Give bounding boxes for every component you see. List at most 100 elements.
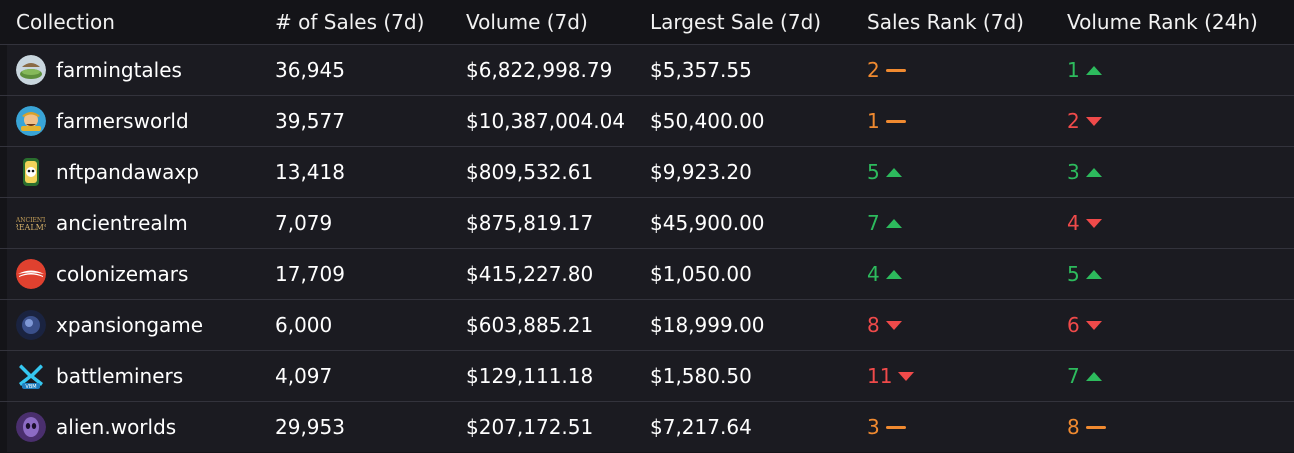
arrow-down-icon [1085, 218, 1102, 228]
largest-sale-value: $1,050.00 [650, 262, 752, 286]
sales-rank-cell: 5 [862, 147, 1062, 198]
arrow-up-icon [885, 167, 902, 177]
arrow-up-icon [885, 269, 902, 279]
table-row[interactable]: alien.worlds 29,953 $207,172.51 $7,217.6… [0, 401, 1294, 453]
collection-cell[interactable]: alien.worlds [0, 402, 270, 453]
arrow-up-icon [1085, 371, 1102, 381]
collection-name[interactable]: xpansiongame [56, 313, 204, 337]
collection-cell[interactable]: nftpandawaxp [0, 147, 270, 198]
sales-rank-number: 11 [867, 364, 893, 388]
ancient-realms-logo-icon: ANCIENTREALMS [16, 208, 46, 238]
farmingtales-logo-icon [16, 55, 46, 85]
collection-cell[interactable]: ANCIENTREALMS ancientrealm [0, 198, 270, 249]
battleminers-logo-icon: VBM [16, 361, 46, 391]
collection-name[interactable]: nftpandawaxp [56, 160, 199, 184]
volume-rank-cell: 6 [1062, 300, 1294, 351]
collection-cell[interactable]: farmersworld [0, 96, 270, 147]
volume-rank-cell: 2 [1062, 96, 1294, 147]
xpansion-logo-icon [16, 310, 46, 340]
no-change-icon [1085, 425, 1106, 429]
sales-count: 39,577 [275, 109, 345, 133]
header-largest-sale[interactable]: Largest Sale (7d) [650, 10, 822, 34]
collection-name[interactable]: colonizemars [56, 262, 189, 286]
table-background [7, 44, 1294, 452]
largest-sale-value: $45,900.00 [650, 211, 765, 235]
sales-rank-cell: 8 [862, 300, 1062, 351]
svg-text:VBM: VBM [25, 384, 36, 390]
volume-rank-number: 4 [1067, 211, 1080, 235]
table-row[interactable]: ANCIENTREALMS ancientrealm 7,079 $875,81… [0, 197, 1294, 249]
sales-rank-cell: 11 [862, 351, 1062, 402]
header-sales-rank[interactable]: Sales Rank (7d) [867, 10, 1024, 34]
arrow-up-icon [1085, 167, 1102, 177]
sales-rank-cell: 2 [862, 45, 1062, 96]
volume-rank-number: 5 [1067, 262, 1080, 286]
no-change-icon [885, 68, 906, 72]
volume-rank-cell: 7 [1062, 351, 1294, 402]
volume-rank-number: 8 [1067, 415, 1080, 440]
largest-sale-value: $9,923.20 [650, 160, 752, 184]
volume-rank-cell: 5 [1062, 249, 1294, 300]
collection-cell[interactable]: farmingtales [0, 45, 270, 96]
volume-rank-cell: 1 [1062, 45, 1294, 96]
volume-value: $10,387,004.04 [466, 109, 626, 133]
volume-value: $207,172.51 [466, 415, 594, 440]
collection-cell[interactable]: xpansiongame [0, 300, 270, 351]
arrow-down-icon [1085, 320, 1102, 330]
table-row[interactable]: colonizemars 17,709 $415,227.80 $1,050.0… [0, 248, 1294, 300]
arrow-down-icon [1085, 116, 1102, 126]
largest-sale-value: $18,999.00 [650, 313, 765, 337]
sales-rank-cell: 3 [862, 402, 1062, 453]
volume-value: $6,822,998.79 [466, 58, 613, 82]
sales-count: 17,709 [275, 262, 345, 286]
volume-rank-number: 7 [1067, 364, 1080, 388]
collection-cell[interactable]: colonizemars [0, 249, 270, 300]
sales-rank-cell: 1 [862, 96, 1062, 147]
sales-rank-number: 3 [867, 415, 880, 440]
colonizemars-logo-icon [16, 259, 46, 289]
collection-name[interactable]: battleminers [56, 364, 184, 388]
collection-name[interactable]: farmingtales [56, 58, 182, 82]
volume-value: $809,532.61 [466, 160, 594, 184]
arrow-down-icon [885, 320, 902, 330]
table-header-row: Collection # of Sales (7d) Volume (7d) L… [0, 0, 1294, 45]
header-volume[interactable]: Volume (7d) [466, 10, 588, 34]
collection-name[interactable]: farmersworld [56, 109, 189, 133]
header-background [0, 0, 1294, 44]
no-change-icon [885, 119, 906, 123]
volume-rank-number: 1 [1067, 58, 1080, 82]
sales-rank-number: 1 [867, 109, 880, 133]
sales-count: 36,945 [275, 58, 345, 82]
collection-name[interactable]: ancientrealm [56, 211, 188, 235]
farmersworld-logo-icon [16, 106, 46, 136]
svg-text:ANCIENT: ANCIENT [16, 217, 46, 224]
alienworlds-logo-icon [16, 412, 46, 443]
volume-rank-number: 2 [1067, 109, 1080, 133]
largest-sale-value: $50,400.00 [650, 109, 765, 133]
sales-rank-number: 5 [867, 160, 880, 184]
sales-rank-number: 7 [867, 211, 880, 235]
sales-rank-number: 2 [867, 58, 880, 82]
table-row[interactable]: VBM battleminers 4,097 $129,111.18 $1,58… [0, 350, 1294, 402]
collection-cell[interactable]: VBM battleminers [0, 351, 270, 402]
volume-rank-cell: 4 [1062, 198, 1294, 249]
table-row[interactable]: xpansiongame 6,000 $603,885.21 $18,999.0… [0, 299, 1294, 351]
header-volume-rank[interactable]: Volume Rank (24h) [1067, 10, 1258, 34]
collection-name[interactable]: alien.worlds [56, 415, 177, 440]
nftpanda-logo-icon [16, 157, 46, 187]
volume-value: $415,227.80 [466, 262, 594, 286]
table-row[interactable]: nftpandawaxp 13,418 $809,532.61 $9,923.2… [0, 146, 1294, 198]
table-row[interactable]: farmingtales 36,945 $6,822,998.79 $5,357… [0, 44, 1294, 96]
header-collection[interactable]: Collection [16, 10, 115, 34]
arrow-down-icon [898, 371, 915, 381]
arrow-up-icon [1085, 269, 1102, 279]
no-change-icon [885, 425, 906, 429]
table-row[interactable]: farmersworld 39,577 $10,387,004.04 $50,4… [0, 95, 1294, 147]
sales-rank-cell: 4 [862, 249, 1062, 300]
largest-sale-value: $7,217.64 [650, 415, 752, 440]
arrow-up-icon [885, 218, 902, 228]
header-sales[interactable]: # of Sales (7d) [275, 10, 425, 34]
volume-rank-cell: 3 [1062, 147, 1294, 198]
